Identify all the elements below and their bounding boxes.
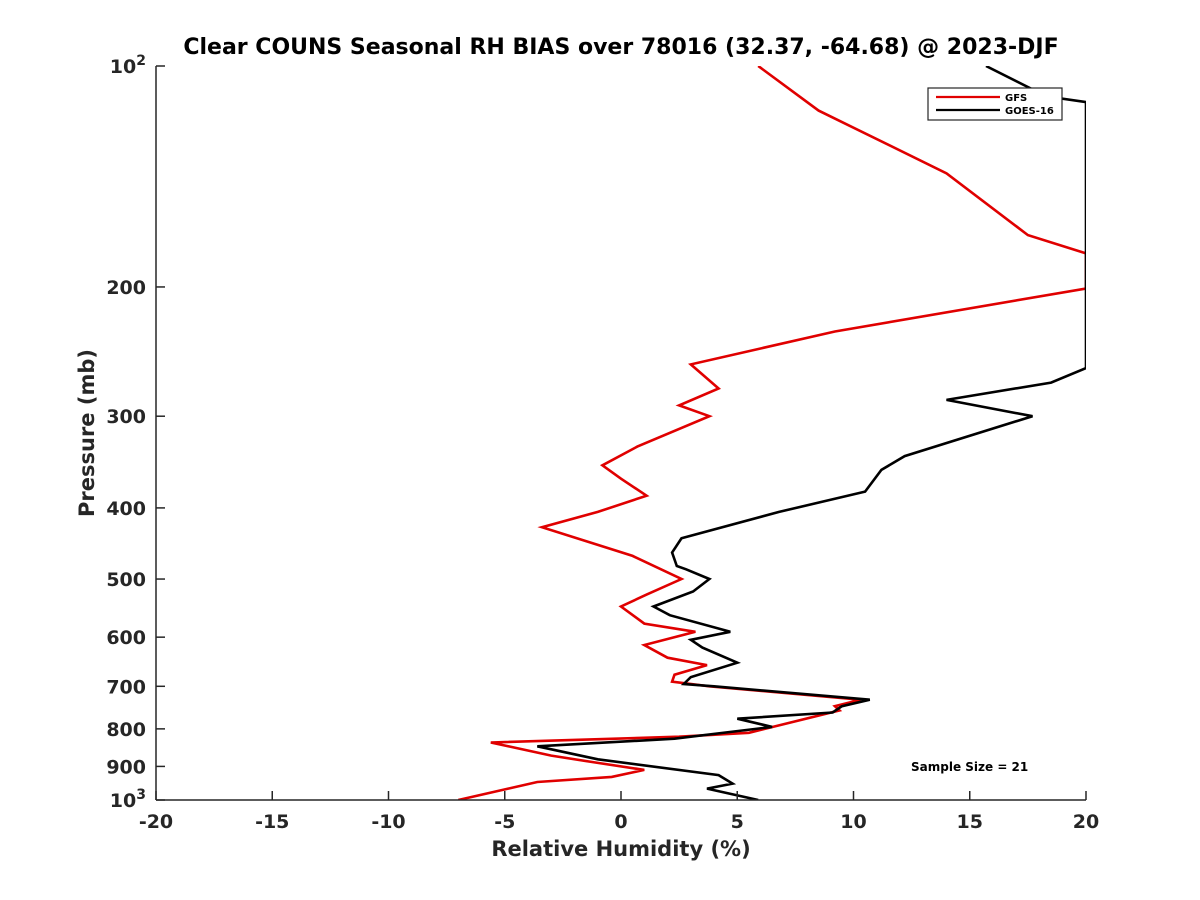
legend-goes16-label: GOES-16	[1005, 106, 1054, 117]
y-tick-exponent: 2	[136, 53, 146, 69]
x-tick-label: 15	[957, 811, 983, 833]
y-tick-label: 600	[106, 627, 146, 649]
y-tick-label: 500	[106, 569, 146, 591]
goes16-line	[537, 66, 1086, 800]
legend-box	[927, 87, 1063, 121]
y-axis-title: Pressure (mb)	[75, 349, 99, 517]
y-tick-label: 800	[106, 719, 146, 741]
y-tick-label: 200	[106, 277, 146, 299]
x-tick-label: -5	[494, 811, 515, 833]
sample-size-annotation: Sample Size = 21	[911, 760, 1028, 774]
y-tick-label: 900	[106, 756, 146, 778]
y-tick-label: 400	[106, 498, 146, 520]
x-tick-label: 10	[840, 811, 866, 833]
y-tick-label: 103	[110, 787, 146, 812]
legend-gfs-label: GFS	[1005, 93, 1027, 104]
x-tick-label: 0	[614, 811, 627, 833]
x-tick-label: 5	[731, 811, 744, 833]
x-tick-label: -10	[371, 811, 405, 833]
x-tick-label: -20	[139, 811, 173, 833]
x-axis-ticks: -20 -15 -10 -5 0 5 10 15 20	[139, 791, 1099, 833]
y-tick-label: 700	[106, 676, 146, 698]
goes16-line-group	[537, 66, 1086, 800]
legend: GFS GOES-16	[927, 87, 1063, 121]
y-tick-label: 102	[110, 53, 146, 78]
plot-area	[156, 66, 1086, 800]
x-tick-label: -15	[255, 811, 289, 833]
x-tick-label: 20	[1073, 811, 1099, 833]
gfs-line	[458, 66, 1086, 800]
y-tick-exponent: 3	[136, 787, 146, 803]
y-tick-base: 10	[110, 790, 136, 812]
y-tick-label: 300	[106, 406, 146, 428]
gfs-line-group	[458, 66, 1086, 800]
chart-title: Clear COUNS Seasonal RH BIAS over 78016 …	[183, 35, 1058, 60]
x-axis-title: Relative Humidity (%)	[491, 837, 750, 861]
y-tick-base: 10	[110, 56, 136, 78]
